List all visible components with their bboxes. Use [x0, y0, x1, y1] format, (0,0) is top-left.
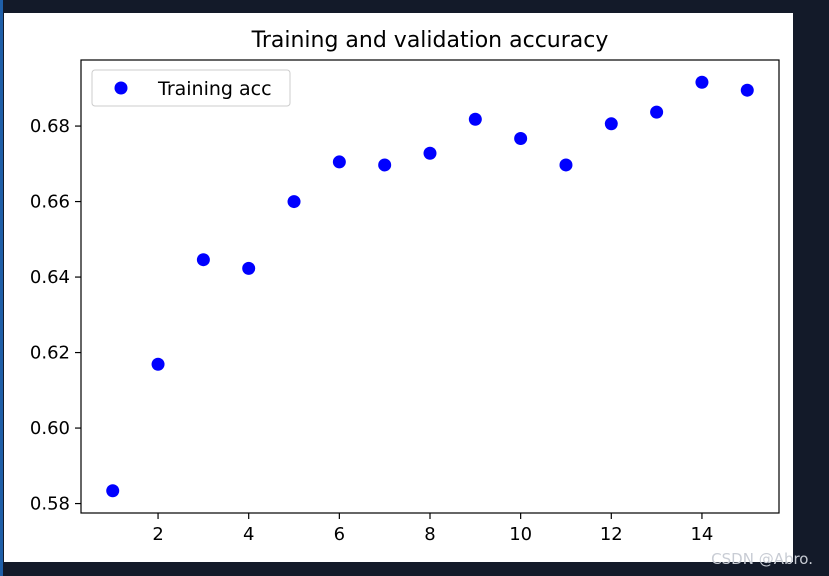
- y-tick-label: 0.62: [30, 343, 70, 364]
- x-tick-label: 8: [424, 524, 435, 545]
- legend-label: Training acc: [157, 78, 272, 100]
- data-point: [604, 117, 618, 131]
- legend-marker: [114, 81, 128, 95]
- y-tick-label: 0.60: [30, 418, 70, 439]
- x-tick-label: 6: [334, 524, 345, 545]
- data-point: [468, 112, 482, 126]
- data-point: [559, 158, 573, 172]
- y-tick-label: 0.58: [30, 494, 70, 515]
- data-point: [740, 83, 754, 97]
- data-point: [196, 253, 210, 267]
- x-tick-label: 2: [152, 524, 163, 545]
- chart-marks: [106, 75, 754, 498]
- plot-area-frame: [80, 59, 780, 514]
- chart-title: Training and validation accuracy: [251, 28, 609, 53]
- figure-canvas: Training and validation accuracy 2 4 6 8 10 1…: [4, 13, 793, 562]
- data-point: [423, 146, 437, 160]
- watermark-text: CSDN @Abro.: [711, 550, 813, 568]
- data-point: [695, 75, 709, 89]
- y-axis: 0.58 0.60 0.62 0.64 0.66 0.68: [30, 116, 81, 515]
- window-edge-accent: [0, 0, 3, 576]
- data-point: [151, 357, 165, 371]
- data-point: [378, 158, 392, 172]
- y-tick-label: 0.68: [30, 116, 70, 137]
- data-point: [650, 105, 664, 119]
- y-tick-label: 0.66: [30, 192, 70, 213]
- legend: Training acc: [91, 69, 291, 107]
- x-tick-label: 4: [243, 524, 254, 545]
- x-axis: 2 4 6 8 10 12 14: [152, 513, 713, 545]
- y-tick-label: 0.64: [30, 267, 70, 288]
- x-tick-label: 14: [690, 524, 713, 545]
- data-point: [514, 132, 528, 146]
- data-point: [332, 155, 346, 169]
- data-point: [242, 261, 256, 275]
- accuracy-chart: Training and validation accuracy 2 4 6 8 10 1…: [30, 28, 780, 545]
- x-tick-label: 10: [509, 524, 532, 545]
- data-point: [106, 484, 120, 498]
- data-point: [287, 195, 301, 209]
- legend-box: [91, 69, 291, 107]
- x-tick-label: 12: [600, 524, 623, 545]
